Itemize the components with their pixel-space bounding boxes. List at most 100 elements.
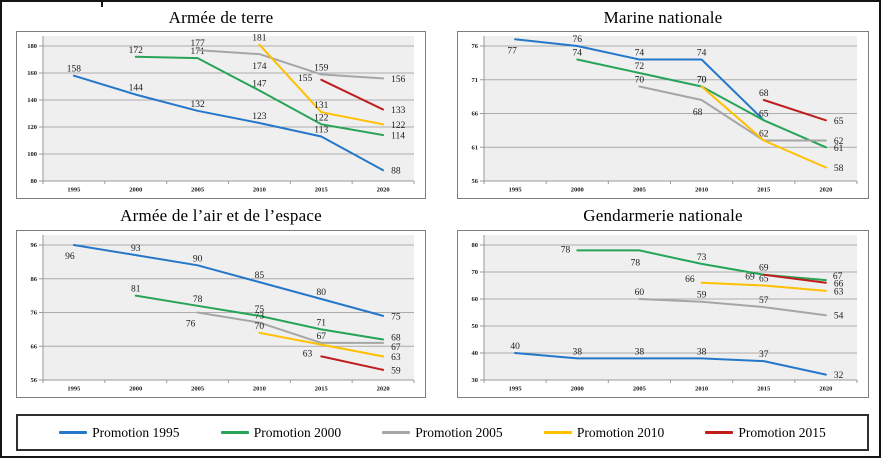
data-label: 38	[573, 347, 583, 357]
series-line-promotion-2005	[638, 298, 827, 317]
x-axis-label: 2015	[315, 386, 329, 393]
legend-label: Promotion 1995	[92, 424, 180, 440]
data-label: 70	[697, 76, 707, 86]
y-axis-label: 70	[472, 269, 479, 276]
data-label: 171	[190, 47, 205, 57]
data-label: 62	[759, 130, 769, 140]
data-label: 66	[685, 275, 695, 285]
data-label: 122	[314, 113, 329, 123]
y-axis-label: 180	[27, 43, 37, 50]
data-label: 63	[834, 287, 844, 297]
data-label: 88	[391, 167, 401, 177]
series-line-promotion-2000	[134, 294, 385, 341]
series-line-promotion-1995	[72, 74, 385, 172]
x-axis-label: 2020	[377, 386, 390, 393]
legend-line-swatch-yellow	[543, 431, 572, 434]
data-label: 61	[834, 144, 844, 154]
line-chart-armee-de-l-air: 56 66 76 86 96 1995 2000 2005 2010 2015 2020 96 93 90…	[31, 235, 415, 393]
data-label: 68	[693, 108, 703, 118]
series-line-promotion-2015	[762, 273, 827, 284]
legend-label: Promotion 2000	[253, 424, 342, 440]
x-axis-label: 2010	[695, 187, 708, 194]
series-line-promotion-2005	[196, 49, 385, 80]
data-label: 75	[255, 305, 265, 315]
series-line-promotion-1995	[72, 244, 385, 317]
data-label: 59	[391, 366, 401, 376]
series-line-promotion-1995	[514, 352, 827, 376]
chart-title-gendarmerie: Gendarmerie nationale	[583, 206, 743, 225]
x-axis-label: 1995	[509, 386, 523, 393]
data-label: 69	[759, 264, 769, 274]
chart-armee-de-l-air: 56 66 76 86 96 1995 2000 2005 2010 2015 2020 96 93 90…	[16, 230, 426, 398]
data-label: 131	[314, 101, 329, 111]
x-axis-label: 2000	[571, 187, 584, 194]
data-label: 65	[759, 275, 769, 285]
y-axis-label: 80	[31, 178, 38, 185]
y-axis-label: 100	[27, 151, 37, 158]
x-axis-label: 2000	[571, 386, 584, 393]
x-axis-label: 2015	[757, 187, 771, 194]
y-axis-label: 30	[472, 377, 479, 384]
data-label: 76	[186, 320, 196, 330]
legend-item-promotion-2000: Promotion 2000	[220, 424, 342, 441]
chart-legend: Promotion 1995 Promotion 2000 Promotion …	[16, 414, 869, 451]
data-label: 68	[759, 89, 769, 99]
data-label: 58	[834, 164, 844, 174]
y-axis-label: 86	[31, 276, 38, 283]
x-axis-label: 2005	[191, 386, 205, 393]
series-line-promotion-1995	[514, 38, 765, 122]
x-axis-label: 2005	[633, 386, 647, 393]
data-label: 69	[745, 273, 755, 283]
data-label: 80	[317, 288, 327, 298]
legend-item-promotion-1995: Promotion 1995	[59, 424, 180, 441]
x-axis-label: 2020	[819, 187, 832, 194]
data-label: 62	[834, 137, 844, 147]
legend-line-swatch-red	[705, 431, 734, 434]
data-label: 90	[193, 254, 203, 264]
chart-title-armee-de-l-air: Armée de l’air et de l’espace	[120, 206, 322, 225]
data-label: 70	[255, 322, 265, 332]
series-line-promotion-2010	[258, 43, 385, 126]
y-axis-label: 76	[31, 310, 38, 317]
legend-line-swatch-green	[220, 431, 249, 434]
legend-item-promotion-2010: Promotion 2010	[543, 425, 664, 441]
series-line-promotion-2010	[700, 85, 827, 169]
legend-label: Promotion 2005	[415, 424, 503, 440]
line-chart-gendarmerie: 30 40 50 60 70 80 1995 2000 2005 2010 2015 2020 40 38…	[472, 235, 858, 393]
series-line-promotion-2015	[762, 99, 827, 122]
data-label: 113	[314, 125, 328, 135]
data-label: 156	[391, 75, 406, 85]
data-label: 65	[759, 109, 769, 119]
x-axis-label: 2010	[253, 187, 266, 194]
chart-title-marine-nationale: Marine nationale	[603, 8, 723, 27]
data-label: 37	[759, 350, 769, 360]
data-label: 93	[131, 244, 141, 254]
legend-line-swatch-blue	[59, 431, 88, 434]
data-label: 81	[131, 285, 141, 295]
data-label: 114	[391, 132, 405, 142]
data-label: 67	[391, 343, 401, 353]
legend-line-swatch-gray	[382, 431, 411, 434]
chart-gendarmerie: 30 40 50 60 70 80 1995 2000 2005 2010 2015 2020 40 38…	[457, 230, 869, 398]
data-label: 177	[190, 39, 205, 49]
chart-armee-de-terre: 80 100 120 140 160 180 1995 2000 2005 2010 2015 202…	[16, 31, 426, 199]
x-axis-label: 1995	[67, 187, 81, 194]
data-label: 71	[317, 318, 327, 328]
x-axis-label: 2005	[191, 187, 205, 194]
data-label: 66	[834, 279, 844, 289]
data-label: 75	[391, 312, 401, 322]
y-axis-label: 120	[27, 124, 37, 131]
data-label: 40	[510, 342, 520, 352]
series-line-promotion-2015	[320, 78, 385, 111]
legend-label: Promotion 2015	[738, 424, 826, 440]
data-label: 158	[67, 65, 82, 75]
data-label: 155	[298, 74, 313, 84]
y-axis-label: 66	[31, 343, 38, 350]
data-label: 38	[635, 347, 645, 357]
data-label: 174	[252, 62, 267, 72]
data-label: 63	[391, 353, 401, 363]
x-axis-label: 2020	[377, 187, 390, 194]
chart-title-armee-de-terre: Armée de terre	[168, 8, 274, 27]
data-label: 60	[635, 288, 645, 298]
